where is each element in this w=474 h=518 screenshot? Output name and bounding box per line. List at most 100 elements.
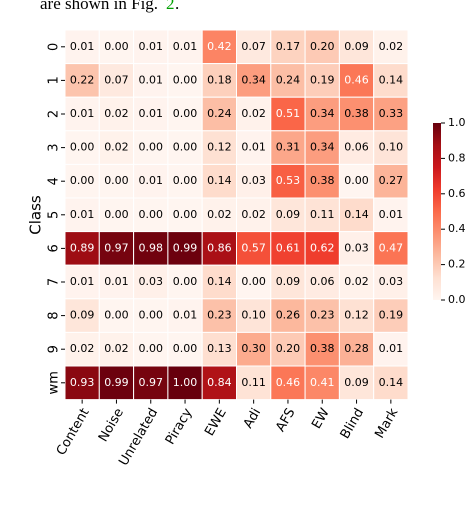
cell-label: 0.14	[344, 208, 369, 221]
cell-label: 0.18	[207, 73, 232, 86]
cell-label: 0.24	[207, 107, 232, 120]
cell-label: 0.17	[276, 40, 301, 53]
cell-label: 0.14	[379, 73, 404, 86]
cell-label: 0.07	[241, 40, 266, 53]
heatmap-cell	[338, 63, 375, 98]
heatmap-cell	[373, 163, 409, 199]
x-tick-label: Noise	[96, 406, 127, 445]
cell-label: 0.24	[276, 73, 301, 86]
cell-label: 0.93	[70, 376, 95, 389]
heatmap-cell	[98, 365, 135, 401]
heatmap-cell	[133, 264, 169, 300]
cell-label: 0.09	[276, 208, 301, 221]
cell-label: 0.99	[173, 241, 198, 254]
cell-label: 0.01	[139, 174, 164, 187]
cell-label: 0.19	[379, 309, 404, 322]
cell-label: 0.07	[104, 73, 129, 86]
annotation: are shown in Fig.	[40, 0, 158, 13]
heatmap-cell	[304, 298, 340, 333]
cell-label: 0.00	[173, 208, 198, 221]
colorbar-tick-label: 0.0	[448, 293, 466, 306]
heatmap-cell	[236, 264, 272, 300]
x-tick-label: EWE	[202, 406, 230, 439]
y-tick-label: 6	[47, 244, 62, 252]
heatmap-cell	[167, 197, 203, 233]
heatmap-cell	[236, 63, 272, 98]
cell-label: 0.23	[207, 309, 232, 322]
cell-label: 0.02	[241, 208, 266, 221]
heatmap-cell	[167, 264, 203, 300]
heatmap-cell	[98, 264, 135, 300]
x-tick-label: Mark	[372, 405, 401, 441]
cell-label: 0.01	[139, 107, 164, 120]
x-tick-label: Piracy	[163, 406, 196, 448]
cell-label: 0.00	[241, 275, 266, 288]
cell-label: 0.27	[379, 174, 404, 187]
heatmap-cell	[304, 231, 340, 266]
cell-label: 0.20	[276, 342, 301, 355]
cell-label: 0.00	[70, 174, 95, 187]
heatmap-cell	[270, 298, 306, 333]
y-tick-label: 3	[47, 143, 62, 151]
heatmap-cell	[201, 163, 237, 199]
cell-label: 0.00	[173, 174, 198, 187]
heatmap-cell	[98, 63, 135, 98]
cell-label: 0.02	[344, 275, 369, 288]
cell-label: 0.02	[70, 342, 95, 355]
cell-label: 0.98	[139, 241, 164, 254]
annotation: .	[175, 0, 179, 13]
heatmap-cell	[236, 231, 272, 266]
cell-label: 0.00	[139, 309, 164, 322]
heatmap-cell	[338, 231, 375, 266]
cell-label: 0.01	[70, 107, 95, 120]
heatmap-cell	[270, 130, 306, 165]
heatmap-cell	[236, 331, 272, 367]
cell-label: 0.22	[70, 73, 95, 86]
cell-label: 0.47	[379, 241, 404, 254]
cell-label: 0.51	[276, 107, 301, 120]
cell-label: 0.97	[139, 376, 164, 389]
y-tick-label: 5	[47, 211, 62, 219]
cell-label: 0.00	[139, 141, 164, 154]
heatmap-cell	[304, 264, 340, 300]
cell-label: 0.01	[379, 342, 404, 355]
heatmap-cell	[338, 331, 375, 367]
cell-label: 0.00	[104, 208, 129, 221]
cell-label: 0.30	[241, 342, 266, 355]
cell-label: 0.00	[70, 141, 95, 154]
heatmap-cell	[270, 264, 306, 300]
heatmap-cell	[373, 331, 409, 367]
y-tick-label: 8	[47, 311, 62, 319]
heatmap-cell	[304, 29, 340, 65]
heatmap-cell	[64, 130, 100, 165]
cell-label: 0.10	[241, 309, 266, 322]
heatmap-cell	[373, 264, 409, 300]
cell-label: 0.00	[173, 141, 198, 154]
cell-label: 0.00	[139, 342, 164, 355]
cell-label: 0.00	[173, 342, 198, 355]
cell-label: 0.13	[207, 342, 232, 355]
cell-label: 0.00	[139, 208, 164, 221]
heatmap-cell	[373, 298, 409, 333]
heatmap-cell	[236, 130, 272, 165]
heatmap-cell	[304, 163, 340, 199]
cell-label: 0.42	[207, 40, 232, 53]
cell-label: 0.28	[344, 342, 369, 355]
x-tick-label: Adi	[241, 406, 264, 431]
heatmap-cell	[270, 163, 306, 199]
heatmap-cell	[270, 96, 306, 132]
y-tick-label: 4	[47, 177, 62, 185]
heatmap-cell	[167, 298, 203, 333]
heatmap-cell	[98, 163, 135, 199]
heatmap-cell	[201, 197, 237, 233]
heatmap-cell	[373, 365, 409, 401]
cell-label: 0.03	[344, 241, 369, 254]
colorbar	[433, 123, 441, 300]
heatmap-cell	[98, 96, 135, 132]
cell-label: 0.99	[104, 376, 129, 389]
cell-label: 0.09	[344, 40, 369, 53]
heatmap-cell	[270, 331, 306, 367]
cell-label: 0.89	[70, 241, 95, 254]
cell-label: 0.00	[104, 40, 129, 53]
